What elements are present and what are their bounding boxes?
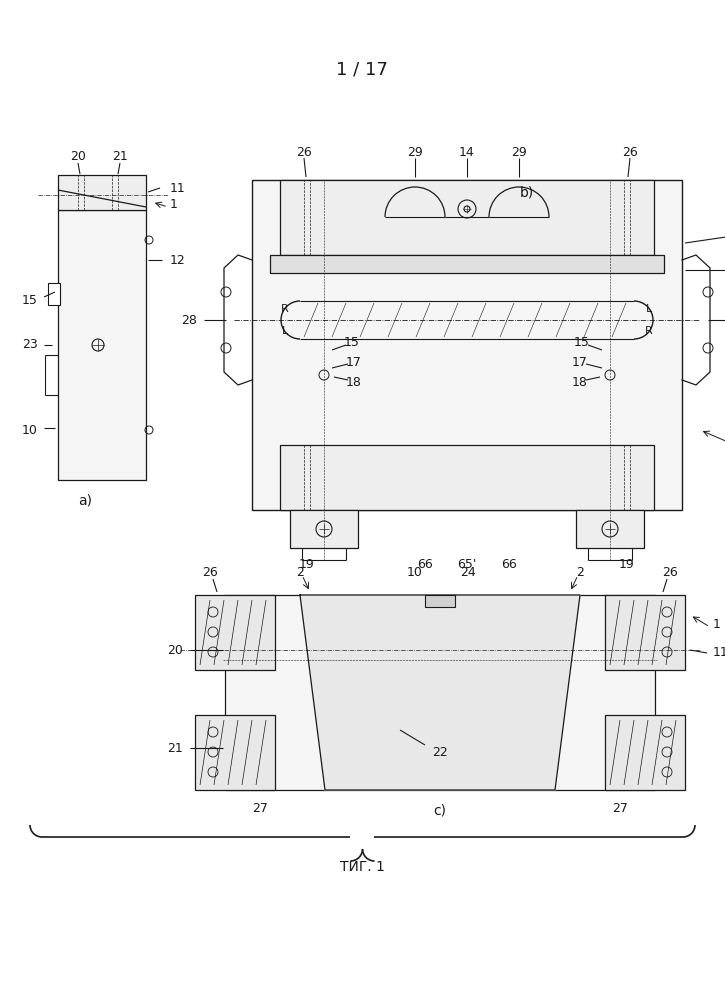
Text: c): c) xyxy=(434,803,447,817)
Text: 20: 20 xyxy=(167,644,183,656)
Bar xyxy=(58,175,146,210)
Text: 10: 10 xyxy=(22,424,38,436)
Text: 26: 26 xyxy=(202,566,218,580)
Polygon shape xyxy=(300,595,580,790)
Text: 27: 27 xyxy=(252,802,268,814)
Text: 23: 23 xyxy=(22,338,38,352)
Text: 19: 19 xyxy=(299,558,315,572)
Text: 2: 2 xyxy=(576,566,584,580)
Bar xyxy=(195,595,275,670)
Bar xyxy=(270,255,664,273)
Text: 18: 18 xyxy=(572,375,588,388)
Bar xyxy=(425,595,455,607)
Text: R: R xyxy=(281,304,289,314)
Bar xyxy=(280,180,654,255)
Text: 28: 28 xyxy=(181,314,197,326)
Text: 21: 21 xyxy=(167,742,183,754)
Text: 20: 20 xyxy=(70,150,86,163)
Text: 1 / 17: 1 / 17 xyxy=(336,61,388,79)
Text: 26: 26 xyxy=(296,145,312,158)
Text: 10: 10 xyxy=(407,566,423,580)
Text: 27: 27 xyxy=(612,802,628,814)
Bar xyxy=(280,445,654,510)
Text: 26: 26 xyxy=(662,566,678,580)
Text: 1: 1 xyxy=(170,198,178,212)
Text: b): b) xyxy=(520,185,534,199)
Text: 1: 1 xyxy=(713,618,721,632)
Text: 14: 14 xyxy=(459,145,475,158)
Bar xyxy=(290,510,358,548)
Text: 15: 15 xyxy=(574,336,590,349)
Text: 65': 65' xyxy=(457,558,476,572)
Text: 12: 12 xyxy=(170,253,186,266)
Text: L: L xyxy=(282,326,288,336)
Bar xyxy=(195,715,275,790)
Text: 24: 24 xyxy=(460,566,476,580)
Text: 18: 18 xyxy=(346,375,362,388)
Text: 19: 19 xyxy=(619,558,635,572)
Bar xyxy=(225,595,655,790)
Bar xyxy=(48,283,60,305)
Text: a): a) xyxy=(78,493,92,507)
Bar xyxy=(605,595,685,670)
Text: R: R xyxy=(645,326,653,336)
Text: 22: 22 xyxy=(432,746,448,758)
Text: 11: 11 xyxy=(713,647,725,660)
Text: 17: 17 xyxy=(572,356,588,368)
Bar xyxy=(605,715,685,790)
Text: ΤИГ. 1: ΤИГ. 1 xyxy=(340,860,385,874)
Text: 17: 17 xyxy=(346,356,362,368)
Bar xyxy=(576,510,644,548)
Text: L: L xyxy=(646,304,652,314)
Text: 15: 15 xyxy=(344,336,360,349)
Text: 11: 11 xyxy=(170,182,186,194)
Bar xyxy=(58,210,146,480)
Text: 66: 66 xyxy=(501,558,517,572)
Text: 26: 26 xyxy=(622,145,638,158)
Text: 15: 15 xyxy=(22,294,38,306)
Text: 29: 29 xyxy=(407,145,423,158)
Text: 29: 29 xyxy=(511,145,527,158)
Text: 2: 2 xyxy=(296,566,304,580)
Text: 21: 21 xyxy=(112,150,128,163)
Bar xyxy=(252,180,682,510)
Text: 66: 66 xyxy=(417,558,433,572)
